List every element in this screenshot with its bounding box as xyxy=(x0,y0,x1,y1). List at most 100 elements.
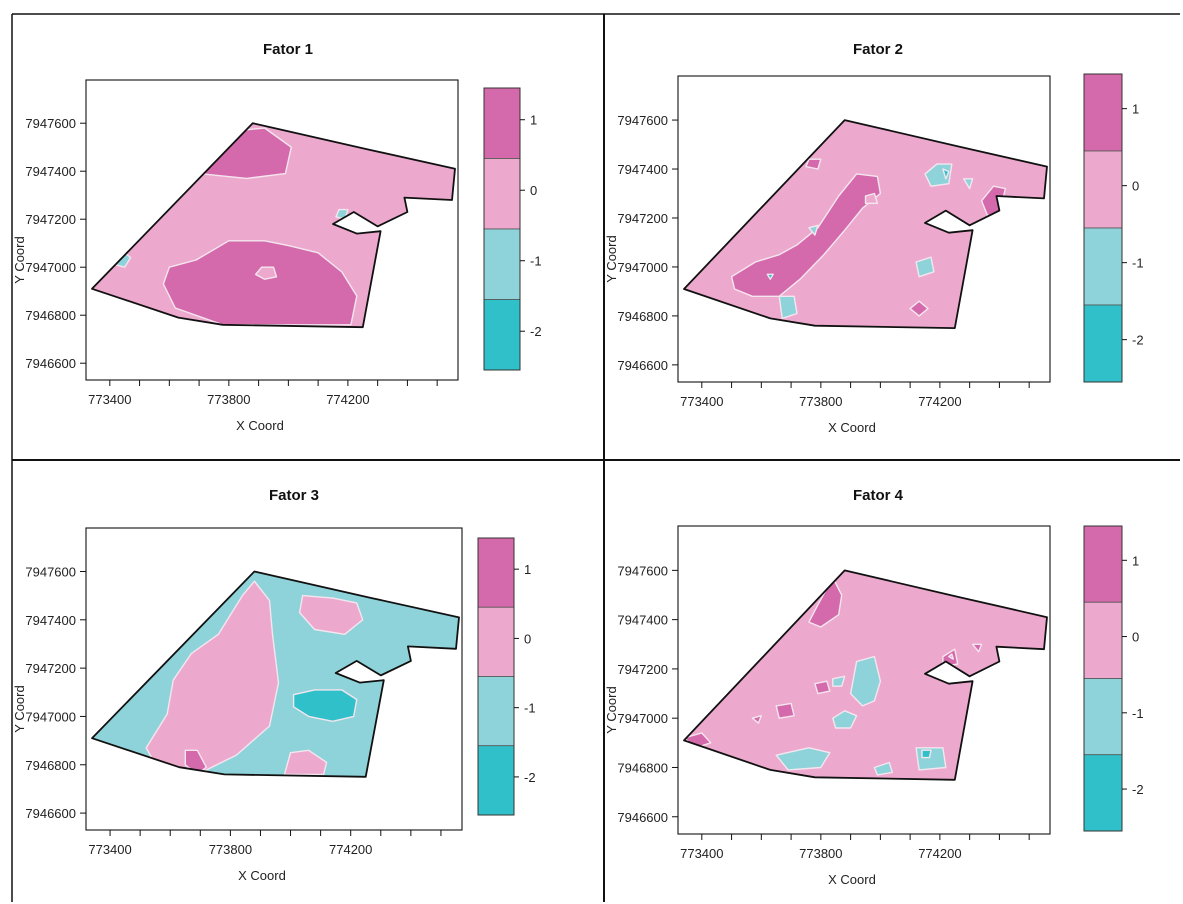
x-tick-label: 774200 xyxy=(918,394,961,409)
legend-bin xyxy=(477,745,515,816)
plot-frame xyxy=(677,525,1051,835)
y-tick-label: 7946800 xyxy=(25,758,76,773)
interpolated-regions xyxy=(145,580,364,776)
y-tick-label: 7947400 xyxy=(617,162,668,177)
field-base-fill xyxy=(684,120,1047,329)
y-tick-label: 7947200 xyxy=(25,661,76,676)
region-level-neg1 xyxy=(832,675,846,687)
y-tick-label: 7947400 xyxy=(617,613,668,628)
legend-frame xyxy=(477,537,515,816)
region-level-neg1 xyxy=(775,747,831,771)
y-tick-label: 7947200 xyxy=(25,212,76,227)
x-tick-label: 773400 xyxy=(680,394,723,409)
legend-tick-label: 1 xyxy=(1132,553,1139,568)
y-tick-label: 7947000 xyxy=(25,260,76,275)
x-tick-label: 773800 xyxy=(799,394,842,409)
y-tick-label: 7946600 xyxy=(617,810,668,825)
y-tick-label: 7947600 xyxy=(25,564,76,579)
field-boundary xyxy=(91,122,456,329)
legend-bin xyxy=(1083,304,1123,383)
field-boundary xyxy=(683,119,1048,330)
legend-bin xyxy=(483,228,521,300)
legend-tick-label: 1 xyxy=(524,562,531,577)
legend-tick-label: 1 xyxy=(530,113,537,128)
region-level-neg1 xyxy=(915,256,935,278)
region-level-neg1 xyxy=(778,295,798,320)
x-axis-label: X Coord xyxy=(828,420,876,435)
x-tick-label: 774200 xyxy=(918,846,961,861)
region-level-0 xyxy=(948,653,954,660)
region-level-0 xyxy=(145,580,280,776)
y-axis-label: Y Coord xyxy=(604,235,619,282)
legend-frame xyxy=(1083,73,1123,383)
region-level-neg2 xyxy=(921,749,932,759)
legend-bin xyxy=(1083,150,1123,229)
region-level-0 xyxy=(298,594,364,635)
y-tick-label: 7946600 xyxy=(25,806,76,821)
y-tick-label: 7947200 xyxy=(617,211,668,226)
legend-tick-label: -1 xyxy=(1132,706,1144,721)
region-level-1 xyxy=(775,702,795,719)
factor-panel-1: Fator 1 773400 773800 774200 7946600 7946800 7… xyxy=(12,41,542,433)
legend-bin xyxy=(1083,525,1123,603)
y-tick-label: 7946800 xyxy=(617,309,668,324)
panel-title: Fator 1 xyxy=(263,41,313,58)
plot-frame xyxy=(85,527,463,831)
legend-bin xyxy=(483,299,521,371)
legend-tick-label: -2 xyxy=(1132,782,1144,797)
region-level-1 xyxy=(730,173,882,297)
factor-panel-4: Fator 4 773400 773800 774200 7946600 7946800 7… xyxy=(604,487,1144,887)
region-level-neg1 xyxy=(873,761,893,776)
x-tick-label: 773400 xyxy=(680,846,723,861)
region-level-neg2 xyxy=(942,168,950,180)
y-axis-label: Y Coord xyxy=(604,686,619,733)
region-level-0 xyxy=(283,749,328,776)
region-level-1 xyxy=(162,240,358,326)
x-tick-label: 773800 xyxy=(799,846,842,861)
y-tick-label: 7946800 xyxy=(25,308,76,323)
legend-bin xyxy=(1083,73,1123,152)
y-tick-label: 7947600 xyxy=(617,113,668,128)
legend-tick-label: -2 xyxy=(530,324,542,339)
legend-frame xyxy=(483,87,521,371)
y-tick-label: 7947600 xyxy=(617,563,668,578)
legend-tick-label: -2 xyxy=(524,770,536,785)
legend-bin xyxy=(1083,601,1123,679)
legend-tick-label: 0 xyxy=(530,183,537,198)
region-level-neg2 xyxy=(292,689,358,722)
x-axis-label: X Coord xyxy=(828,872,876,887)
legend-bin xyxy=(1083,754,1123,832)
legend-bin xyxy=(1083,227,1123,306)
legend-frame xyxy=(1083,525,1123,832)
region-level-1 xyxy=(805,158,822,170)
field-boundary xyxy=(91,570,460,778)
y-tick-label: 7947400 xyxy=(25,164,76,179)
legend-bin xyxy=(477,537,515,608)
panel-title: Fator 2 xyxy=(853,41,903,58)
x-axis-label: X Coord xyxy=(236,418,284,433)
legend-tick-label: 0 xyxy=(524,631,531,646)
x-tick-label: 773800 xyxy=(207,392,250,407)
region-level-neg1 xyxy=(808,224,819,236)
legend-bin xyxy=(477,676,515,747)
plot-frame xyxy=(85,79,459,381)
legend-bin xyxy=(1083,678,1123,756)
y-tick-label: 7947400 xyxy=(25,613,76,628)
factor-panel-2: Fator 2 773400 773800 774200 7946600 7946800 7… xyxy=(604,41,1144,435)
legend-tick-label: 0 xyxy=(1132,179,1139,194)
legend-tick-label: -1 xyxy=(524,701,536,716)
x-tick-label: 773800 xyxy=(209,842,252,857)
y-tick-label: 7947000 xyxy=(25,709,76,724)
region-level-neg1 xyxy=(335,208,349,220)
y-tick-label: 7947000 xyxy=(617,260,668,275)
legend-bin xyxy=(477,606,515,677)
region-level-neg2 xyxy=(766,273,774,280)
region-level-1 xyxy=(971,643,983,653)
y-axis-label: Y Coord xyxy=(12,685,27,732)
region-level-1 xyxy=(814,680,831,695)
region-level-neg1 xyxy=(849,655,882,707)
region-level-neg1 xyxy=(832,710,858,729)
region-level-neg1 xyxy=(963,178,974,190)
x-tick-label: 774200 xyxy=(326,392,369,407)
y-tick-label: 7947600 xyxy=(25,116,76,131)
